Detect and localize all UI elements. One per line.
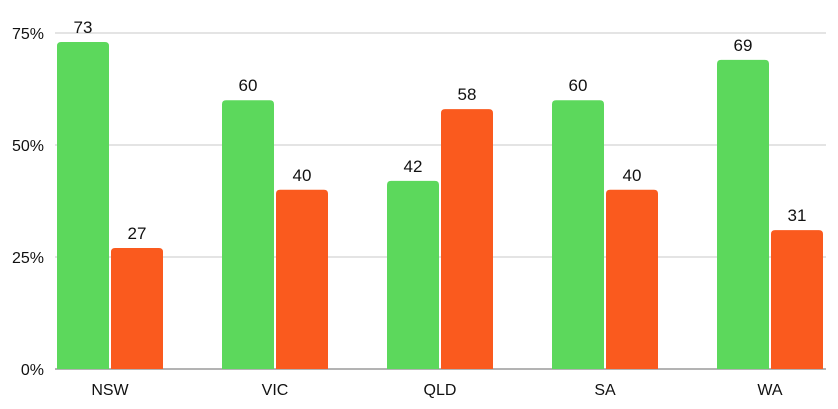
bar <box>111 248 163 369</box>
bar <box>57 41 109 370</box>
data-label: 58 <box>458 85 477 104</box>
x-category-label: WA <box>757 382 783 399</box>
y-tick-label: 75% <box>12 26 44 43</box>
data-label: 42 <box>404 157 423 176</box>
x-category-label: NSW <box>91 382 129 399</box>
data-label: 73 <box>74 18 93 37</box>
bar <box>771 230 823 369</box>
data-label: 60 <box>239 76 258 95</box>
data-label: 27 <box>128 224 147 243</box>
data-labels: 73 27 60 40 42 58 60 40 69 31 <box>74 18 807 243</box>
y-axis-tick-labels: 0% 25% 50% 75% <box>12 26 44 379</box>
bar <box>717 59 769 369</box>
data-label: 40 <box>623 166 642 185</box>
bar <box>222 100 274 369</box>
bar <box>276 189 328 369</box>
y-tick-label: 25% <box>12 250 44 267</box>
gridlines <box>55 32 826 370</box>
bar <box>441 109 493 369</box>
bar <box>552 100 604 369</box>
data-label: 40 <box>293 166 312 185</box>
x-category-label: VIC <box>262 382 289 399</box>
x-category-label: SA <box>594 382 616 399</box>
y-tick-label: 50% <box>12 138 44 155</box>
data-label: 69 <box>734 36 753 55</box>
y-tick-label: 0% <box>21 362 44 379</box>
bar <box>606 189 658 369</box>
bars <box>57 41 823 370</box>
bar <box>387 180 439 369</box>
x-category-label: QLD <box>424 382 457 399</box>
x-axis-category-labels: NSW VIC QLD SA WA <box>91 382 783 399</box>
data-label: 31 <box>788 206 807 225</box>
data-label: 60 <box>569 76 588 95</box>
